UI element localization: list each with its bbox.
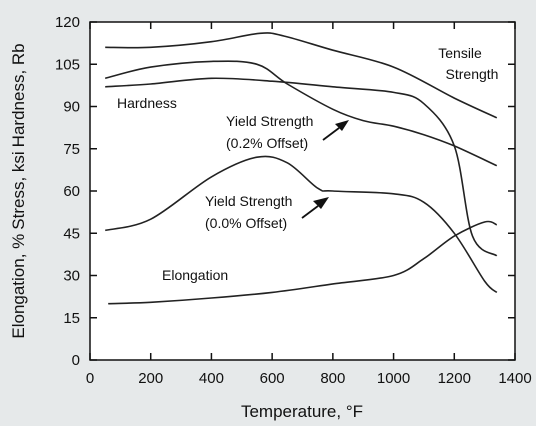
y-tick-label: 105 xyxy=(55,56,80,73)
arrow-yield-strength-00 xyxy=(301,197,329,219)
annotation-ys00-line2: (0.0% Offset) xyxy=(205,215,287,231)
annotation-hardness: Hardness xyxy=(117,95,177,111)
x-tick-label: 1400 xyxy=(498,370,531,387)
series-line-yield-strength-0-2-offset xyxy=(105,60,498,167)
arrow-yield-strength-02 xyxy=(322,120,349,141)
y-tick-label: 0 xyxy=(72,352,80,369)
y-tick-label: 30 xyxy=(63,268,80,285)
y-axis-title-stress: Stress, ksi xyxy=(9,151,28,229)
x-tick-labels: 0 200 400 600 800 1000 1200 1400 xyxy=(86,370,532,387)
x-tick-label: 600 xyxy=(260,370,285,387)
axis-ticks xyxy=(89,21,516,361)
series-line-tensile-strength xyxy=(105,32,498,119)
x-tick-label: 200 xyxy=(138,370,163,387)
y-tick-label: 60 xyxy=(63,183,80,200)
annotation-elongation: Elongation xyxy=(162,267,228,283)
series-line-elongation xyxy=(108,220,498,305)
x-tick-label: 0 xyxy=(86,370,94,387)
y-tick-label: 45 xyxy=(63,225,80,242)
y-tick-label: 90 xyxy=(63,99,80,116)
y-axis-title: Elongation, % Stress, ksi Hardness, Rb xyxy=(9,43,28,338)
annotation-tensile-line1: Tensile xyxy=(438,45,482,61)
series-group xyxy=(105,32,498,305)
x-tick-label: 1200 xyxy=(438,370,471,387)
y-tick-label: 15 xyxy=(63,310,80,327)
series-line-yield-strength-0-0-offset xyxy=(105,155,498,294)
x-tick-label: 800 xyxy=(320,370,345,387)
y-axis-title-elongation: Elongation, % xyxy=(9,234,28,339)
x-axis-title: Temperature, °F xyxy=(241,402,363,421)
y-tick-labels: 0 15 30 45 60 75 90 105 120 xyxy=(55,14,80,369)
annotation-ys02-line1: Yield Strength xyxy=(226,113,313,129)
y-tick-label: 120 xyxy=(55,14,80,31)
annotation-ys02-line2: (0.2% Offset) xyxy=(226,135,308,151)
annotation-tensile-line2: Strength xyxy=(446,66,499,82)
y-axis-title-hardness: Hardness, Rb xyxy=(9,43,28,147)
series-line-hardness xyxy=(105,77,498,257)
annotation-yield-strength-00: Yield Strength (0.0% Offset) xyxy=(205,193,296,231)
x-tick-label: 400 xyxy=(199,370,224,387)
plot-frame xyxy=(89,21,516,361)
annotation-yield-strength-02: Yield Strength (0.2% Offset) xyxy=(226,113,317,151)
annotation-ys00-line1: Yield Strength xyxy=(205,193,292,209)
y-tick-label: 75 xyxy=(63,141,80,158)
x-tick-label: 1000 xyxy=(377,370,410,387)
annotation-tensile-strength: Tensile Strength xyxy=(438,45,498,82)
